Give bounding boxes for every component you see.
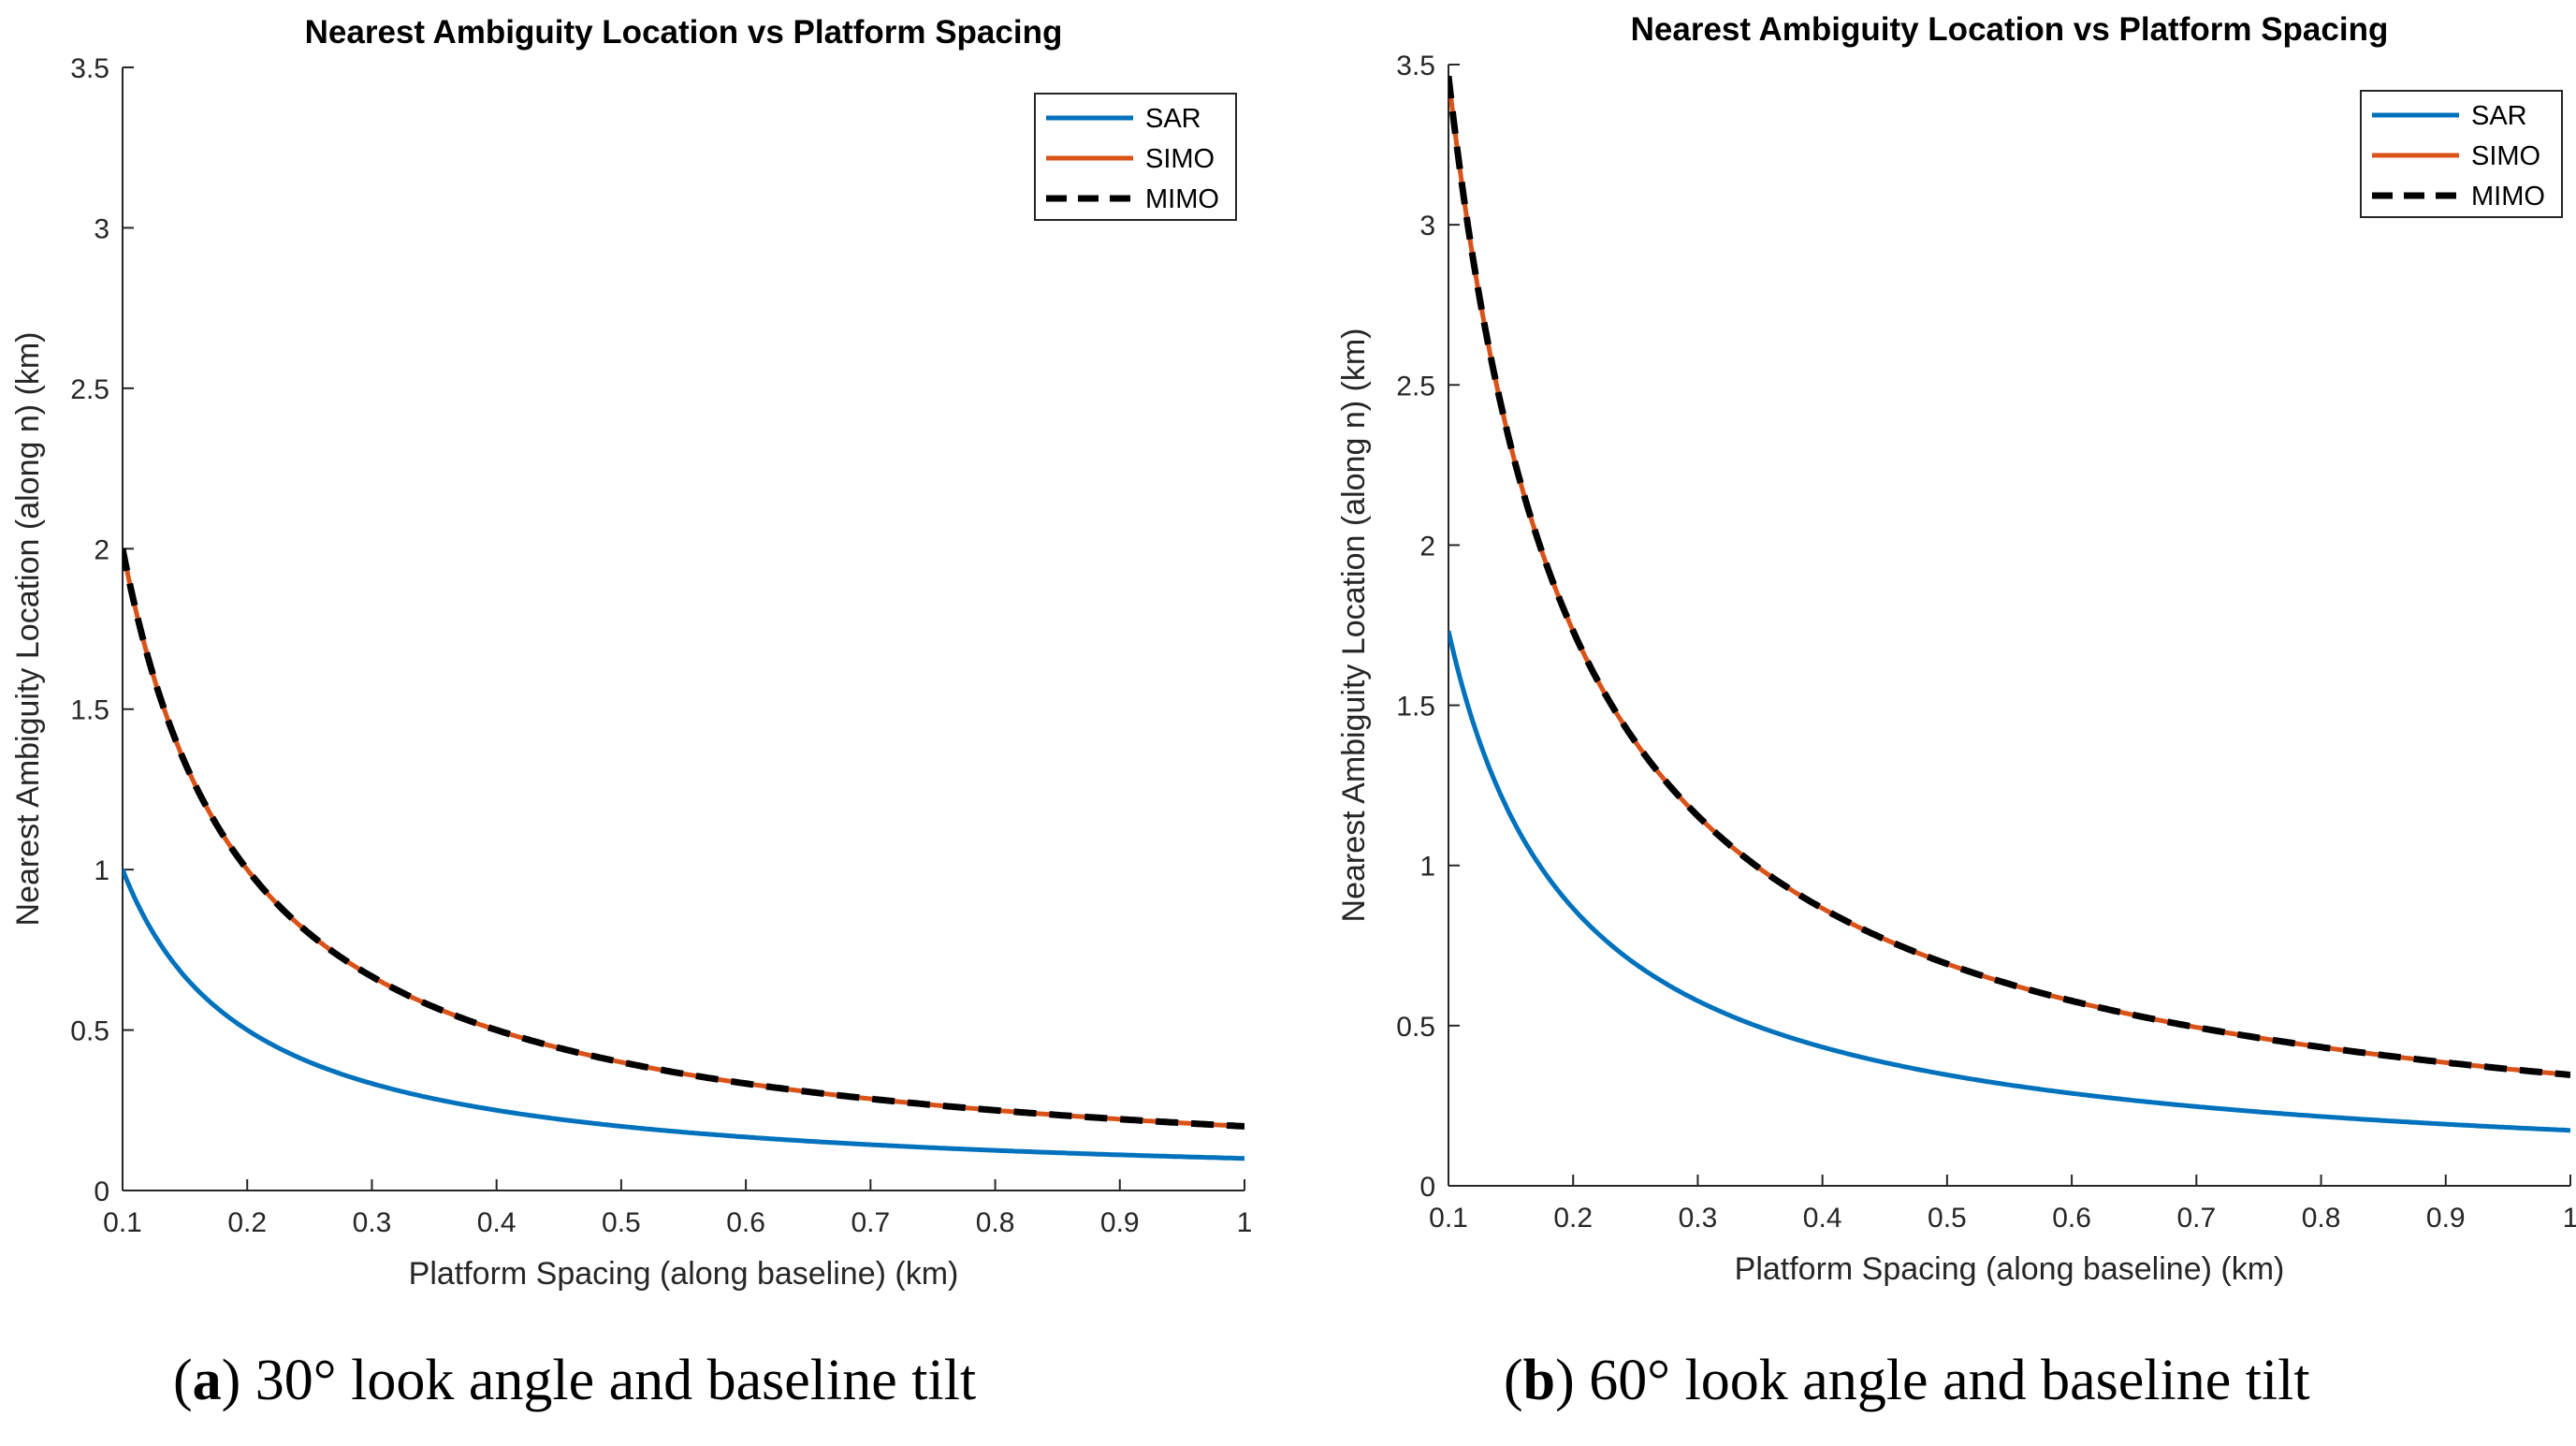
x-tick-label: 0.5	[602, 1207, 641, 1238]
x-tick-label: 0.9	[2426, 1203, 2466, 1234]
x-tick-label: 0.4	[1803, 1203, 1842, 1234]
x-tick-label: 0.7	[851, 1207, 890, 1238]
legend-label-mimo: MIMO	[2471, 182, 2545, 212]
x-tick-label: 0.8	[976, 1207, 1015, 1238]
caption-a-text: ) 30° look angle and baseline tilt	[221, 1349, 977, 1412]
y-tick-label: 1	[94, 855, 109, 886]
series-line-sar	[1448, 630, 2570, 1133]
x-tick-label: 0.2	[1553, 1203, 1593, 1234]
y-tick-label: 2.5	[70, 374, 109, 405]
y-tick-label: 1.5	[1396, 692, 1435, 723]
y-tick-label: 3.5	[1396, 51, 1435, 81]
x-tick-label: 0.2	[227, 1207, 267, 1238]
chart-b: 0.1 0.2 0.3 0.4 0.5 0.6 0.7 0.8 0.9 1 0 0.5 1 1.5 2 2.5…	[1336, 11, 2576, 1287]
chart-a: 0.1 0.2 0.3 0.4 0.5 0.6 0.7 0.8 0.9 1 0 0.5 1 1.5 2 2.5…	[10, 14, 1252, 1292]
y-tick-label: 1.5	[70, 695, 109, 726]
y-axis-label: Nearest Ambiguity Location (along n) (km…	[1336, 329, 1372, 923]
x-tick-label: 0.6	[2052, 1203, 2091, 1234]
caption-b-label: b	[1522, 1349, 1556, 1412]
chart-title: Nearest Ambiguity Location vs Platform S…	[1631, 11, 2389, 48]
legend-label-sar: SAR	[1145, 104, 1201, 134]
y-tick-label: 2	[94, 534, 109, 565]
caption-a: (a) 30° look angle and baseline tilt	[173, 1349, 977, 1412]
legend-label-simo: SIMO	[1145, 144, 1215, 174]
x-tick-label: 0.5	[1928, 1203, 1967, 1234]
x-tick-label: 0.4	[477, 1207, 517, 1238]
y-tick-label: 1	[1419, 852, 1435, 883]
x-tick-label: 1	[2563, 1203, 2576, 1234]
y-tick-label: 0	[94, 1176, 109, 1207]
x-tick-label: 0.9	[1100, 1207, 1140, 1238]
y-tick-label: 2	[1419, 531, 1435, 562]
y-axis-label: Nearest Ambiguity Location (along n) (km…	[10, 332, 46, 927]
series-line-sar	[123, 869, 1244, 1161]
x-tick-label: 0.6	[726, 1207, 765, 1238]
y-tick-label: 3.5	[70, 53, 109, 84]
legend-label-sar: SAR	[2471, 101, 2527, 131]
x-tick-label: 0.7	[2176, 1203, 2216, 1234]
y-tick-label: 0.5	[1396, 1012, 1435, 1043]
y-tick-label: 0	[1419, 1172, 1435, 1203]
y-tick-label: 2.5	[1396, 371, 1435, 402]
caption-b: (b) 60° look angle and baseline tilt	[1504, 1349, 2310, 1412]
x-tick-label: 0.1	[103, 1207, 142, 1238]
chart-title: Nearest Ambiguity Location vs Platform S…	[305, 14, 1063, 51]
x-tick-label: 0.8	[2302, 1203, 2341, 1234]
y-tick-label: 0.5	[70, 1016, 109, 1047]
x-axis-label: Platform Spacing (along baseline) (km)	[1735, 1251, 2285, 1287]
x-tick-label: 0.3	[1679, 1203, 1718, 1234]
x-axis-label: Platform Spacing (along baseline) (km)	[409, 1256, 959, 1292]
y-tick-label: 3	[1419, 211, 1435, 241]
series-line-mimo	[1448, 75, 2570, 1078]
legend-label-simo: SIMO	[2471, 141, 2540, 171]
caption-b-text: ) 60° look angle and baseline tilt	[1555, 1349, 2310, 1412]
x-tick-label: 0.1	[1429, 1203, 1468, 1234]
series-line-simo	[123, 548, 1244, 1129]
x-tick-label: 0.3	[353, 1207, 392, 1238]
x-tick-label: 1	[1237, 1207, 1253, 1238]
legend-label-mimo: MIMO	[1145, 184, 1219, 214]
series-line-simo	[1448, 76, 2570, 1077]
y-tick-label: 3	[94, 213, 109, 244]
series-line-mimo	[123, 548, 1244, 1130]
caption-a-label: a	[192, 1349, 222, 1412]
